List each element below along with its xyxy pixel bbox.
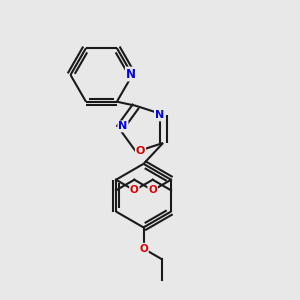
Text: O: O	[130, 185, 139, 195]
Text: N: N	[118, 122, 128, 131]
Text: N: N	[126, 68, 136, 80]
Text: O: O	[148, 185, 157, 195]
Text: N: N	[155, 110, 164, 121]
Text: O: O	[136, 146, 145, 156]
Text: O: O	[139, 244, 148, 254]
